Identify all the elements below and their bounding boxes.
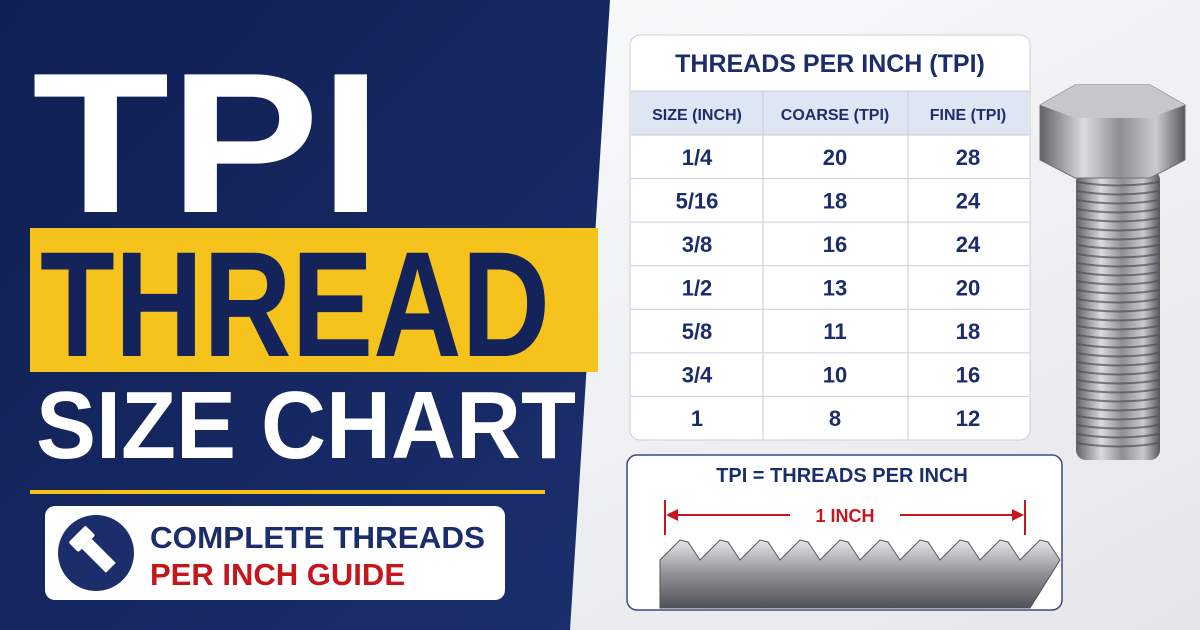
badge	[45, 506, 505, 600]
table-cell: 13	[823, 276, 847, 301]
tpi-table: THREADS PER INCH (TPI) SIZE (INCH) COARSE…	[629, 34, 1031, 441]
bolt-thread	[1076, 370, 1160, 376]
bolt-thread	[1076, 199, 1160, 205]
bolt-thread	[1076, 442, 1160, 448]
table-cell: 24	[956, 232, 981, 257]
bolt-thread	[1076, 424, 1160, 430]
badge-line-2: PER INCH GUIDE	[150, 557, 405, 592]
badge-line-1: COMPLETE THREADS	[150, 520, 485, 555]
title-line-1: TPI	[32, 32, 382, 255]
bolt-thread	[1076, 397, 1160, 403]
table-cell: 18	[823, 188, 847, 213]
table-cell: 18	[956, 319, 980, 344]
table-cell: 3/4	[682, 363, 713, 388]
bolt-shank	[1076, 170, 1160, 460]
bolt-thread	[1076, 298, 1160, 304]
bolt-thread	[1076, 433, 1160, 439]
thread-body	[659, 539, 1061, 609]
table-cell: 16	[823, 232, 847, 257]
bolt-thread	[1076, 388, 1160, 394]
table-title: THREADS PER INCH (TPI)	[675, 50, 985, 78]
bolt-thread	[1076, 280, 1160, 286]
bolt-thread	[1076, 226, 1160, 232]
bolt-thread	[1076, 289, 1160, 295]
bolt-thread	[1076, 352, 1160, 358]
bolt-thread	[1076, 235, 1160, 241]
title-line-3: SIZE CHART	[36, 372, 576, 479]
bolt-head-top	[1040, 85, 1185, 118]
title-line-2: THREAD	[40, 220, 550, 388]
bolt-thread	[1076, 271, 1160, 277]
bolt-thread	[1076, 361, 1160, 367]
bolt-thread	[1076, 307, 1160, 313]
table-cell: 3/8	[682, 232, 713, 257]
bolt-thread	[1076, 415, 1160, 421]
bolt-thread	[1076, 316, 1160, 322]
table-cell: 20	[823, 145, 847, 170]
bolt-image	[1039, 84, 1186, 460]
diagram-label: TPI = THREADS PER INCH	[716, 465, 968, 487]
arrow-head	[1012, 509, 1024, 521]
table-cell: 1	[691, 406, 703, 431]
thread-profile	[659, 539, 1061, 609]
bolt-thread	[1076, 343, 1160, 349]
column-header: SIZE (INCH)	[652, 107, 742, 124]
table-cell: 16	[956, 363, 980, 388]
bolt-thread	[1076, 181, 1160, 187]
table-cell: 1/4	[682, 145, 713, 170]
table-cell: 24	[956, 188, 981, 213]
bolt-thread	[1076, 208, 1160, 214]
bolt-thread	[1076, 334, 1160, 340]
table-cell: 10	[823, 363, 847, 388]
table-cell: 11	[823, 319, 846, 344]
bolt-icon	[69, 526, 116, 573]
highlight-box	[30, 228, 598, 372]
table-cell: 12	[956, 406, 980, 431]
bolt-thread	[1076, 262, 1160, 268]
bolt-thread	[1076, 190, 1160, 196]
bolt-thread	[1076, 253, 1160, 259]
table-cell: 28	[956, 145, 980, 170]
column-header: COARSE (TPI)	[781, 107, 889, 124]
table-cell: 20	[956, 276, 980, 301]
bolt-thread	[1076, 325, 1160, 331]
arrow-head	[666, 509, 678, 521]
bolt-thread	[1076, 217, 1160, 223]
table-cell: 5/16	[676, 188, 719, 213]
table-cell: 1/2	[682, 276, 713, 301]
bolt-thread	[1076, 244, 1160, 250]
table-cell: 8	[829, 406, 841, 431]
table-frame	[629, 34, 1031, 441]
column-header: FINE (TPI)	[930, 107, 1006, 124]
table-cell: 5/8	[682, 319, 713, 344]
header-row	[631, 91, 1029, 135]
bolt-thread	[1076, 406, 1160, 412]
measure-label: 1 INCH	[815, 506, 874, 526]
divider	[30, 490, 545, 494]
bolt-thread	[1076, 379, 1160, 385]
